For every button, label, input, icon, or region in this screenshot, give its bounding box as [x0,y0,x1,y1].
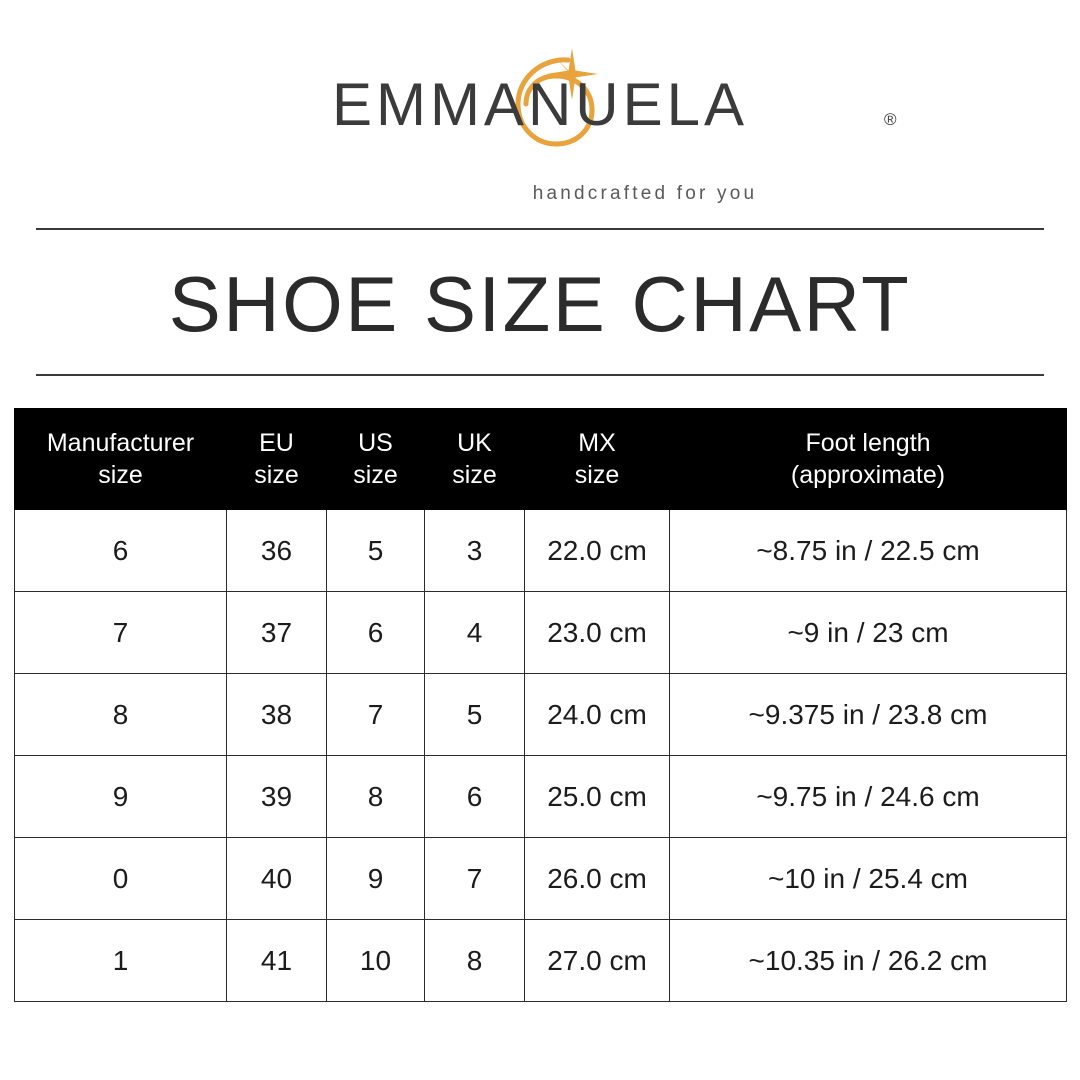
cell-mx-size: 22.0 cm [524,509,670,592]
cell-uk-size: 8 [424,919,525,1002]
cell-eu-size: 41 [226,919,327,1002]
cell-uk-size: 3 [424,509,525,592]
column-header-line1: Manufacturer [46,429,195,457]
column-header-line2: (approximate) [790,461,946,489]
column-header-foot-length: Foot length (approximate) [669,408,1067,510]
column-header-line2: size [574,461,620,489]
cell-foot-length: ~9.375 in / 23.8 cm [669,673,1067,756]
column-header-line2: size [254,461,299,489]
cell-us-size: 7 [326,673,425,756]
page-title: SHOE SIZE CHART [168,260,912,348]
cell-us-size: 9 [326,837,425,920]
column-header-line1: US [358,429,393,457]
cell-us-size: 5 [326,509,425,592]
column-header-line1: MX [578,429,616,457]
cell-eu-size: 37 [226,591,327,674]
cell-uk-size: 7 [424,837,525,920]
column-header-uk-size: UK size [424,408,525,510]
column-header-mx-size: MX size [524,408,670,510]
cell-us-size: 10 [326,919,425,1002]
cell-uk-size: 4 [424,591,525,674]
cell-mx-size: 24.0 cm [524,673,670,756]
cell-manufacturer-size: 9 [14,755,227,838]
cell-uk-size: 6 [424,755,525,838]
cell-us-size: 6 [326,591,425,674]
column-header-line2: size [452,461,497,489]
brand-tagline: handcrafted for you [532,183,758,204]
cell-foot-length: ~9 in / 23 cm [669,591,1067,674]
table-row: 6 36 5 3 22.0 cm ~8.75 in / 22.5 cm [14,509,1067,592]
cell-eu-size: 36 [226,509,327,592]
cell-mx-size: 27.0 cm [524,919,670,1002]
table-row: 8 38 7 5 24.0 cm ~9.375 in / 23.8 cm [14,673,1067,756]
page-title-band: SHOE SIZE CHART [36,228,1044,376]
table-header: Manufacturer size EU size US size UK siz… [14,408,1067,510]
brand-logo: EMMANUELA ® handcrafted for you [0,48,1080,205]
cell-eu-size: 39 [226,755,327,838]
cell-uk-size: 5 [424,673,525,756]
table-header-row: Manufacturer size EU size US size UK siz… [14,408,1067,510]
column-header-line1: Foot length [805,429,931,457]
size-chart-table: Manufacturer size EU size US size UK siz… [14,408,1067,1002]
table-row: 9 39 8 6 25.0 cm ~9.75 in / 24.6 cm [14,755,1067,838]
cell-us-size: 8 [326,755,425,838]
cell-manufacturer-size: 7 [14,591,227,674]
cell-manufacturer-size: 8 [14,673,227,756]
column-header-line1: EU [259,429,294,457]
column-header-line1: UK [457,429,492,457]
cell-manufacturer-size: 0 [14,837,227,920]
table-row: 7 37 6 4 23.0 cm ~9 in / 23 cm [14,591,1067,674]
cell-eu-size: 38 [226,673,327,756]
table-row: 0 40 9 7 26.0 cm ~10 in / 25.4 cm [14,837,1067,920]
cell-mx-size: 26.0 cm [524,837,670,920]
cell-foot-length: ~8.75 in / 22.5 cm [669,509,1067,592]
cell-mx-size: 23.0 cm [524,591,670,674]
table-body: 6 36 5 3 22.0 cm ~8.75 in / 22.5 cm 7 37… [14,509,1067,1002]
cell-eu-size: 40 [226,837,327,920]
cell-manufacturer-size: 6 [14,509,227,592]
registered-trademark-mark: ® [884,110,897,129]
column-header-line2: size [353,461,398,489]
cell-mx-size: 25.0 cm [524,755,670,838]
column-header-manufacturer-size: Manufacturer size [14,408,227,510]
logo-mark-wrapper: EMMANUELA ® [180,48,900,172]
column-header-us-size: US size [326,408,425,510]
cell-foot-length: ~9.75 in / 24.6 cm [669,755,1067,838]
cell-foot-length: ~10.35 in / 26.2 cm [669,919,1067,1002]
cell-manufacturer-size: 1 [14,919,227,1002]
table-row: 1 41 10 8 27.0 cm ~10.35 in / 26.2 cm [14,919,1067,1002]
brand-name: EMMANUELA [331,71,749,138]
cell-foot-length: ~10 in / 25.4 cm [669,837,1067,920]
column-header-eu-size: EU size [226,408,327,510]
column-header-line2: size [98,461,143,489]
